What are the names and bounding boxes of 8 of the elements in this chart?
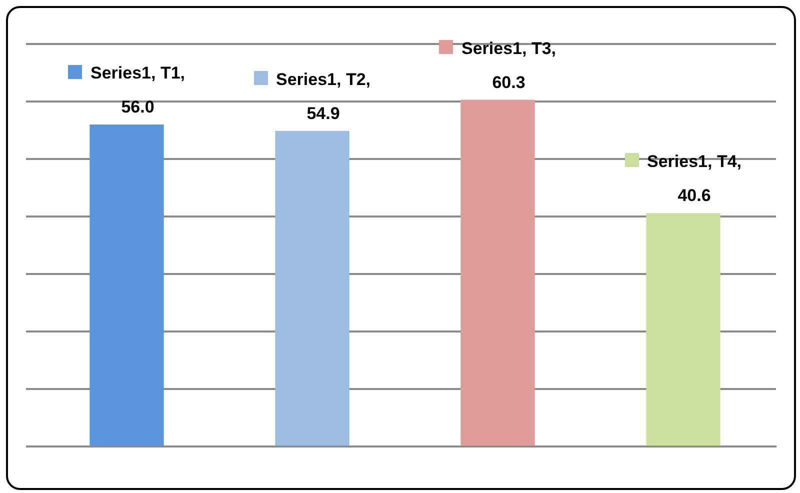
data-label: Series1, T3, 60.3 bbox=[462, 38, 556, 92]
bar bbox=[90, 124, 164, 446]
bar bbox=[460, 100, 535, 446]
data-label: Series1, T2, 54.9 bbox=[276, 70, 371, 123]
data-label: Series1, T4, 40.6 bbox=[647, 152, 742, 206]
bar bbox=[646, 213, 720, 446]
data-label: Series1, T1, 56.0 bbox=[90, 64, 186, 117]
bar bbox=[275, 130, 350, 446]
